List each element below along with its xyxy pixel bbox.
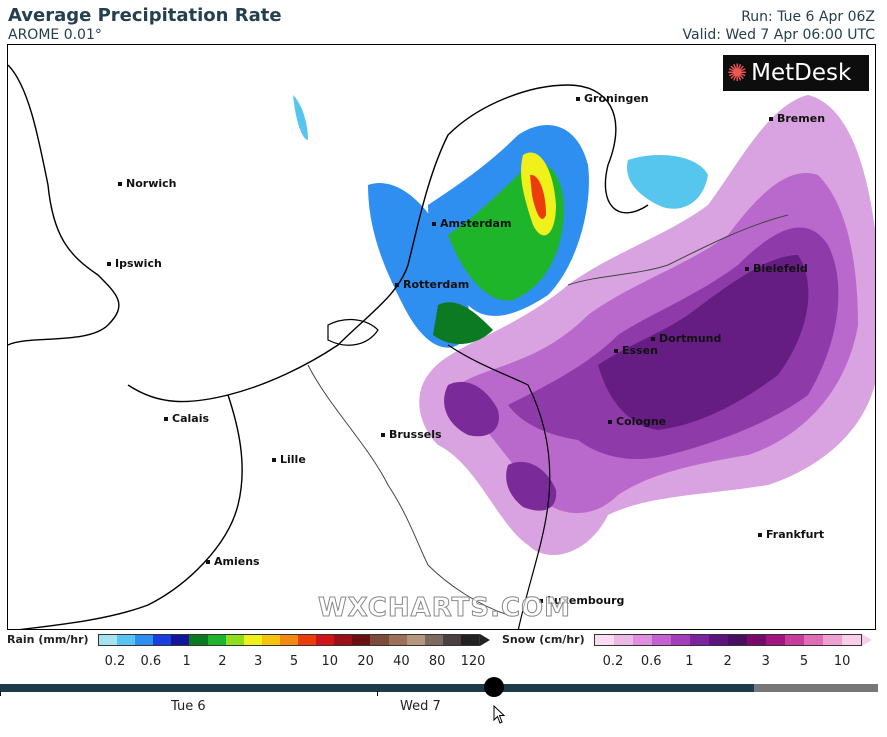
scale-swatch bbox=[243, 635, 262, 645]
time-slider-handle[interactable] bbox=[484, 677, 504, 697]
run-label: Run: Tue 6 Apr 06Z bbox=[741, 9, 875, 25]
rain-tick-label: 20 bbox=[357, 654, 374, 669]
scale-swatch bbox=[804, 635, 823, 645]
time-slider-remaining[interactable] bbox=[754, 684, 878, 692]
scale-swatch bbox=[785, 635, 804, 645]
model-label: AROME 0.01° bbox=[8, 27, 102, 43]
city-luxembourg: Luxembourg bbox=[539, 594, 624, 607]
scale-swatch bbox=[135, 635, 154, 645]
scale-swatch bbox=[352, 635, 371, 645]
rain-tick-label: 10 bbox=[321, 654, 339, 669]
scale-swatch bbox=[633, 635, 652, 645]
scale-swatch bbox=[316, 635, 335, 645]
mouse-cursor-icon bbox=[493, 705, 506, 724]
scale-swatch bbox=[225, 635, 244, 645]
scale-swatch bbox=[298, 635, 317, 645]
rain-tick-label: 1 bbox=[182, 654, 191, 669]
scale-swatch bbox=[690, 635, 709, 645]
time-slider[interactable] bbox=[0, 677, 878, 697]
scale-swatch bbox=[207, 635, 226, 645]
scale-swatch bbox=[261, 635, 280, 645]
scale-swatch bbox=[766, 635, 785, 645]
valid-label: Valid: Wed 7 Apr 06:00 UTC bbox=[682, 27, 875, 43]
city-brussels: Brussels bbox=[381, 428, 442, 441]
city-norwich: Norwich bbox=[118, 177, 176, 190]
map-canvas bbox=[8, 64, 875, 629]
city-rotterdam: Rotterdam bbox=[395, 278, 469, 291]
scale-swatch bbox=[842, 635, 861, 645]
scale-swatch bbox=[424, 635, 443, 645]
scale-swatch bbox=[614, 635, 633, 645]
scale-swatch bbox=[747, 635, 766, 645]
precipitation-map[interactable]: Groningen Bremen Norwich Amsterdam Biele… bbox=[7, 44, 876, 630]
wxcharts-watermark: WXCHARTS.COM bbox=[317, 593, 572, 624]
city-lille: Lille bbox=[272, 453, 306, 466]
city-dortmund: Dortmund bbox=[651, 332, 721, 345]
time-tick bbox=[377, 691, 378, 696]
rain-tick-label: 40 bbox=[393, 654, 410, 669]
rain-tick-label: 3 bbox=[254, 654, 263, 669]
city-calais: Calais bbox=[164, 412, 209, 425]
snow-tick-label: 0.2 bbox=[602, 654, 624, 669]
scale-swatch bbox=[370, 635, 389, 645]
day-label-wed: Wed 7 bbox=[400, 699, 441, 714]
city-cologne: Cologne bbox=[608, 415, 666, 428]
header-right: Run: Tue 6 Apr 06Z Valid: Wed 7 Apr 06:0… bbox=[683, 8, 875, 44]
city-amiens: Amiens bbox=[206, 555, 260, 568]
scale-swatch bbox=[406, 635, 425, 645]
snow-tick-label: 3 bbox=[761, 654, 770, 669]
snow-tick-label: 2 bbox=[723, 654, 732, 669]
scale-swatch bbox=[171, 635, 190, 645]
metdesk-logo: ✺ MetDesk bbox=[723, 55, 869, 91]
rain-tick-label: 80 bbox=[428, 654, 446, 669]
scale-swatch bbox=[442, 635, 461, 645]
rain-legend-label: Rain (mm/hr) bbox=[7, 633, 89, 646]
rain-tick-label: 2 bbox=[218, 654, 227, 669]
scale-swatch bbox=[99, 635, 118, 645]
scale-swatch bbox=[334, 635, 353, 645]
time-slider-track[interactable] bbox=[0, 684, 754, 692]
time-tick bbox=[0, 691, 1, 696]
metdesk-flower-icon: ✺ bbox=[727, 59, 748, 87]
scale-swatch bbox=[279, 635, 299, 645]
scale-swatch bbox=[652, 635, 671, 645]
city-bremen: Bremen bbox=[769, 112, 825, 125]
day-label-tue: Tue 6 bbox=[171, 699, 206, 714]
rain-tick-label: 120 bbox=[460, 654, 486, 669]
rain-tick-label: 0.2 bbox=[104, 654, 126, 669]
city-groningen: Groningen bbox=[576, 92, 649, 105]
scale-swatch bbox=[671, 635, 690, 645]
scale-swatch bbox=[153, 635, 172, 645]
chart-title: Average Precipitation Rate bbox=[8, 5, 282, 26]
city-amsterdam: Amsterdam bbox=[432, 217, 511, 230]
city-frankfurt: Frankfurt bbox=[758, 528, 824, 541]
header-left: Average Precipitation Rate AROME 0.01° bbox=[8, 5, 282, 44]
snow-tick-label: 10 bbox=[833, 654, 851, 669]
scale-swatch bbox=[823, 635, 842, 645]
rain-tick-label: 5 bbox=[289, 654, 299, 669]
scale-swatch bbox=[709, 635, 728, 645]
scale-swatch bbox=[117, 635, 136, 645]
logo-text: MetDesk bbox=[751, 60, 852, 86]
snow-tick-label: 1 bbox=[685, 654, 694, 669]
coastline bbox=[8, 64, 120, 346]
scale-swatch bbox=[189, 635, 208, 645]
scale-swatch bbox=[595, 635, 614, 645]
scale-swatch bbox=[728, 635, 747, 645]
city-bielefeld: Bielefeld bbox=[745, 262, 808, 275]
scale-swatch bbox=[460, 635, 479, 645]
snow-tick-label: 0.6 bbox=[640, 654, 662, 669]
snow-legend-label: Snow (cm/hr) bbox=[502, 633, 585, 646]
city-ipswich: Ipswich bbox=[107, 257, 162, 270]
rain-color-scale bbox=[98, 634, 480, 646]
snow-color-scale bbox=[594, 634, 862, 646]
snow-tick-label: 5 bbox=[799, 654, 809, 669]
rain-tick-label: 0.6 bbox=[140, 654, 162, 669]
scale-swatch bbox=[388, 635, 407, 645]
snow-scale-arrow-icon bbox=[862, 634, 872, 646]
city-essen: Essen bbox=[614, 344, 658, 357]
rain-scale-arrow-icon bbox=[480, 634, 490, 646]
